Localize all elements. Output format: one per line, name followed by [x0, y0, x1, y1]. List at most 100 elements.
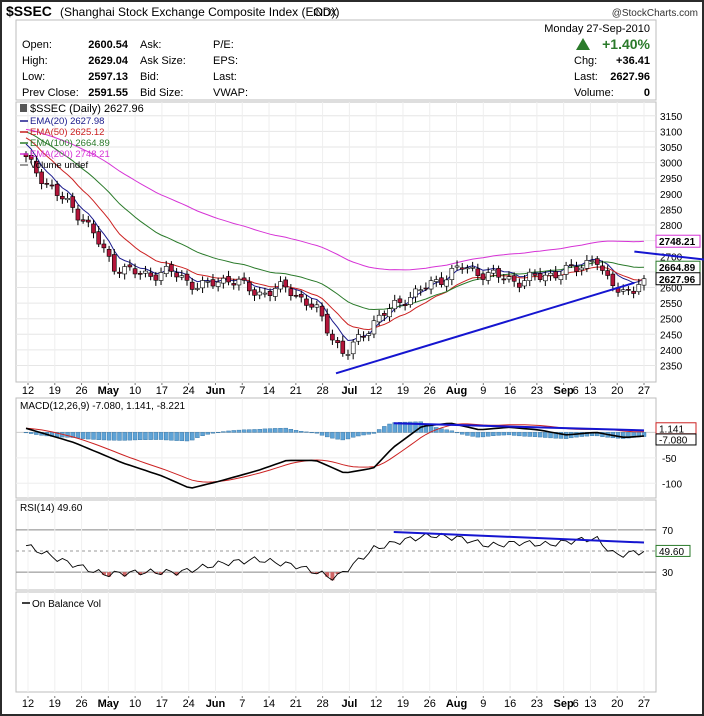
x-tick-label: 28: [316, 385, 328, 397]
price-candle: [252, 287, 257, 301]
candle-body: [439, 277, 444, 285]
x-tick-label: Aug: [446, 698, 467, 710]
price-candle: [86, 215, 91, 228]
price-candle: [568, 259, 574, 269]
macd-signal-line: [25, 423, 644, 483]
candle-body: [350, 341, 356, 355]
x-tick-label: 28: [316, 698, 328, 710]
macd-histogram-bar: [91, 432, 96, 440]
candle-body: [236, 278, 242, 286]
prev-close-label: Prev Close:: [22, 87, 79, 99]
x-tick-label: 12: [370, 385, 382, 397]
macd-histogram-bar: [179, 432, 184, 442]
macd-histogram-bar: [387, 423, 392, 433]
macd-histogram-bar: [402, 421, 408, 433]
price-candle: [548, 269, 553, 281]
price-candle: [221, 274, 226, 289]
candle-body: [309, 303, 314, 308]
macd-histogram-bar: [127, 432, 133, 441]
macd-histogram-bar: [132, 432, 138, 441]
price-candle: [454, 260, 460, 271]
x-tick-label: Jul: [341, 698, 357, 710]
macd-histogram-bar: [356, 432, 361, 437]
x-tick-label: 7: [239, 698, 245, 710]
candle-body: [470, 266, 475, 269]
macd-histogram-bar: [558, 432, 564, 439]
macd-histogram-bar: [262, 428, 268, 433]
candle-body: [402, 304, 408, 306]
macd-panel: -50 -100 1.141-7.080 MACD(12,26,9) -7.080…: [15, 397, 697, 499]
candle-body: [169, 264, 174, 272]
macd-histogram-bar: [621, 432, 626, 439]
macd-histogram-bar: [532, 432, 538, 437]
price-candle: [392, 294, 398, 313]
macd-histogram-bar: [350, 432, 356, 438]
price-candle: [636, 278, 642, 295]
macd-histogram-bar: [117, 432, 122, 441]
macd-tag-box: [655, 433, 697, 446]
x-tick-label: 20: [611, 385, 623, 397]
macd-histogram-bar: [34, 432, 39, 435]
quote-date: Monday 27-Sep-2010: [544, 23, 650, 35]
candle-body: [568, 264, 574, 266]
x-tick-label: 16: [504, 385, 516, 397]
price-candle: [236, 276, 242, 291]
candle-body: [485, 272, 491, 281]
x-tick-label: 6: [573, 698, 579, 710]
rsi-panel: 70 30 49.60 RSI(14) 49.60: [15, 499, 691, 591]
price-candle: [408, 291, 413, 308]
macd-histogram-bar: [236, 429, 242, 433]
legend-entry: EMA(100) 2664.89: [30, 138, 110, 149]
macd-histogram-bar: [257, 429, 262, 433]
price-candle: [522, 275, 527, 290]
price-candle: [574, 261, 579, 277]
x-tick-label: 17: [156, 698, 168, 710]
change-percent: +1.40%: [602, 36, 650, 52]
price-candle: [184, 270, 190, 286]
macd-histogram-bar: [164, 432, 169, 441]
x-tick-label: 10: [129, 385, 141, 397]
macd-histogram-bar: [169, 432, 174, 441]
legend-entry: EMA(20) 2627.98: [30, 116, 104, 127]
vwap-label: VWAP:: [213, 87, 248, 99]
macd-histogram-bar: [304, 431, 309, 433]
chg-label: Chg:: [574, 55, 597, 67]
x-tick-label: 19: [49, 698, 61, 710]
macd-histogram-bar: [101, 432, 107, 441]
macd-histogram-bar: [382, 426, 387, 433]
price-title: $SSEC (Daily) 2627.96: [30, 103, 144, 115]
price-candle: [65, 192, 70, 203]
up-arrow-icon: [576, 38, 590, 50]
candle-body: [54, 183, 60, 196]
candle-body: [605, 270, 610, 276]
candle-body: [428, 280, 434, 290]
macd-histogram-bar: [460, 432, 465, 435]
macd-histogram-bar: [283, 427, 288, 433]
candle-body: [200, 280, 205, 289]
macd-histogram-bar: [480, 432, 486, 438]
candle-body: [371, 320, 377, 335]
candle-body: [262, 292, 268, 295]
candle-body: [594, 258, 600, 265]
price-candle: [288, 284, 294, 301]
last-label: Last:: [213, 71, 237, 83]
macd-histogram-bar: [122, 432, 127, 441]
price-candle: [247, 277, 252, 296]
price-candle: [558, 270, 564, 285]
x-tick-label: May: [98, 698, 120, 710]
rsi-tag-box: [655, 544, 691, 557]
price-candle: [49, 179, 55, 190]
price-tick-label: 2400: [660, 346, 683, 357]
price-candle: [465, 264, 470, 274]
candle-body: [278, 281, 283, 290]
price-candle: [491, 264, 496, 278]
macd-histogram-bar: [174, 432, 179, 441]
low-value: 2597.13: [88, 71, 128, 83]
candle-body: [636, 284, 642, 293]
candle-body: [272, 288, 278, 297]
candle-body: [127, 264, 133, 268]
price-candle: [132, 263, 138, 279]
low-label: Low:: [22, 71, 45, 83]
macd-histogram-bar: [309, 432, 314, 434]
price-candle: [439, 272, 444, 288]
